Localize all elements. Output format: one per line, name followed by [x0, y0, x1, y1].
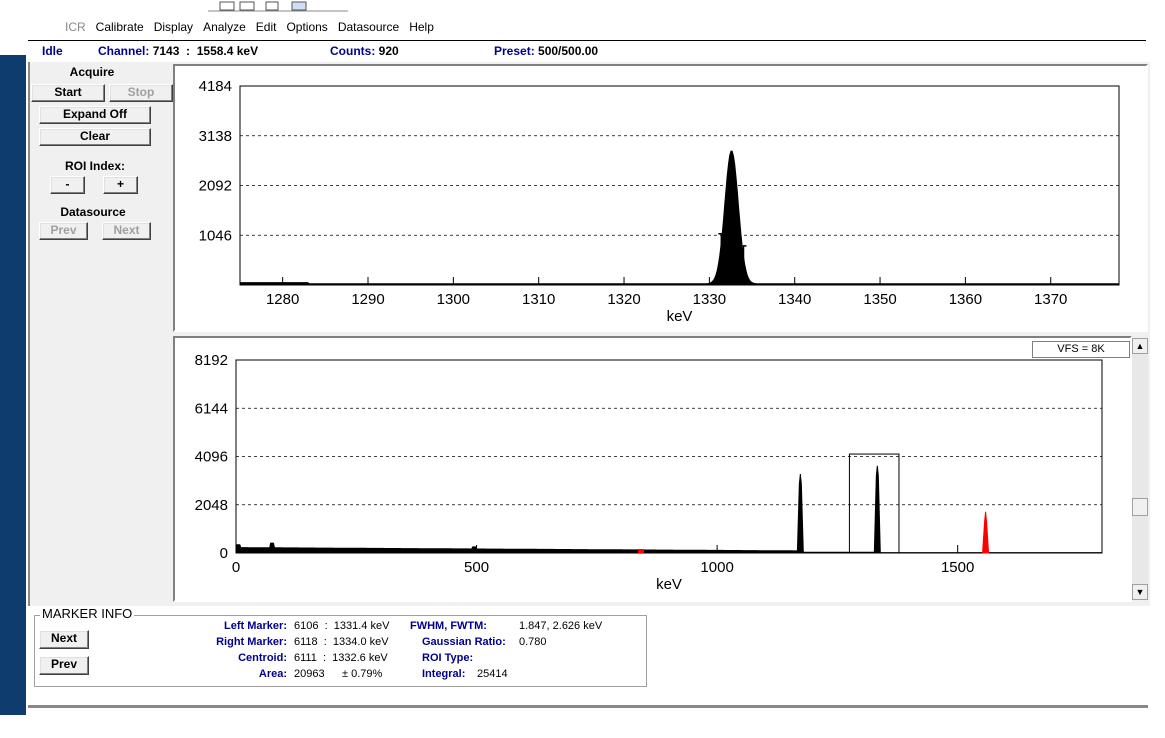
x-tick-label: 1500	[941, 559, 974, 576]
counts-readout: Counts: 920	[330, 44, 399, 58]
window-bottom-edge	[28, 705, 1148, 708]
acquisition-state: Idle	[42, 44, 63, 58]
marker-next-button[interactable]: Next	[39, 630, 89, 649]
roi-index-label: ROI Index:	[64, 159, 125, 173]
menu-datasource[interactable]: Datasource	[337, 20, 400, 34]
x-tick-label: 1370	[1034, 291, 1067, 308]
x-tick-label: 1350	[863, 291, 896, 308]
preset-label: Preset:	[494, 44, 535, 58]
menu-edit[interactable]: Edit	[255, 20, 277, 34]
left-marker-value: 6106 : 1331.4 keV	[294, 620, 390, 632]
integral-label: Integral:	[422, 668, 466, 680]
stop-button[interactable]: Stop	[109, 84, 173, 102]
menu-help[interactable]: Help	[409, 20, 434, 34]
full-spectrum-panel[interactable]: 8192 6144 4096 2048 0 0 500 1000 1500 keV	[173, 336, 1132, 602]
x-tick-label: 1000	[700, 559, 733, 576]
spectrum-trace	[235, 542, 1103, 554]
roi-minus-button[interactable]: -	[50, 176, 85, 194]
marker-info-title: MARKER INFO	[40, 606, 135, 621]
fwhm-label: FWHM, FWTM:	[410, 620, 487, 632]
x-axis-label: keV	[656, 576, 682, 593]
expanded-spectrum-chart[interactable]: 4184 3138 2092 1046 1280 1290 1300 1310 1320 1330…	[175, 66, 1146, 330]
channel-value: 7143 : 1558.4 keV	[152, 44, 259, 58]
x-tick-label: 1320	[607, 291, 640, 308]
menu-options[interactable]: Options	[286, 20, 328, 34]
scroll-up-arrow-icon[interactable]: ▲	[1132, 338, 1148, 354]
full-spectrum-chart[interactable]: 8192 6144 4096 2048 00 500 1000 1500 keV	[175, 338, 1130, 600]
datasource-next-button[interactable]: Next	[102, 222, 151, 240]
roi-plus-button[interactable]: +	[103, 176, 138, 194]
clear-button[interactable]: Clear	[39, 128, 151, 146]
menu-display[interactable]: Display	[153, 20, 194, 34]
area-label: Area:	[258, 668, 287, 680]
peak-0	[796, 474, 804, 554]
vertical-scale-scrollbar[interactable]: ▲ ▼	[1132, 338, 1148, 600]
gaussian-ratio-value: 0.780	[519, 636, 547, 648]
datasource-label: Datasource	[60, 205, 126, 219]
y-tick-label: 3138	[199, 128, 232, 145]
right-marker-value: 6118 : 1334.0 keV	[294, 636, 389, 648]
scroll-down-arrow-icon[interactable]: ▼	[1132, 584, 1148, 600]
acquire-label: Acquire	[69, 65, 115, 79]
expanded-spectrum-panel[interactable]: 4184 3138 2092 1046 1280 1290 1300 1310 1320 1330…	[173, 64, 1148, 332]
y-tick-label: 0	[220, 545, 228, 562]
menu-calibrate[interactable]: Calibrate	[95, 20, 144, 34]
fwhm-value: 1.847, 2.626 keV	[519, 620, 603, 632]
centroid-value: 6111 : 1332.6 keV	[294, 652, 388, 664]
x-tick-label: 1290	[351, 291, 384, 308]
y-tick-label: 4184	[199, 78, 232, 95]
integral-value: 25414	[477, 668, 508, 680]
menu-analyze[interactable]: Analyze	[203, 20, 246, 34]
y-tick-label: 6144	[195, 400, 228, 417]
peak-2	[982, 511, 990, 554]
counts-label: Counts:	[330, 44, 376, 58]
centroid-label: Centroid:	[238, 652, 287, 664]
right-marker-label: Right Marker:	[216, 636, 287, 648]
left-marker	[718, 232, 723, 256]
expand-off-button[interactable]: Expand Off	[39, 106, 151, 124]
datasource-prev-button[interactable]: Prev	[39, 222, 88, 240]
preset-readout: Preset: 500/500.00	[494, 44, 598, 58]
area-error: ± 0.79%	[342, 668, 383, 680]
zoom-region-box	[848, 453, 900, 554]
right-marker	[742, 245, 747, 264]
marker-prev-button[interactable]: Prev	[39, 656, 89, 675]
y-tick-label: 4096	[195, 449, 228, 466]
x-tick-label: 500	[464, 559, 489, 576]
channel-label: Channel:	[98, 44, 150, 58]
counts-value: 920	[378, 44, 399, 58]
x-tick-label: 1360	[949, 291, 982, 308]
toolbar-icons-fragment	[208, 1, 348, 12]
x-tick-label: 0	[232, 559, 240, 576]
y-tick-label: 2048	[195, 497, 228, 514]
spectrum-trace	[239, 150, 1120, 286]
y-tick-label: 8192	[195, 352, 228, 369]
channel-readout: Channel: 7143 : 1558.4 keV	[98, 44, 258, 58]
roi-type-label: ROI Type:	[422, 652, 474, 664]
window-left-edge	[0, 55, 26, 715]
x-tick-label: 1280	[266, 291, 299, 308]
gaussian-ratio-label: Gaussian Ratio:	[422, 636, 506, 648]
x-axis-label: keV	[667, 308, 693, 325]
roi-region-red	[637, 548, 644, 553]
scroll-thumb[interactable]	[1132, 498, 1148, 516]
x-tick-label: 1340	[778, 291, 811, 308]
area-value: 20963	[294, 668, 325, 680]
y-tick-label: 2092	[199, 178, 232, 195]
preset-value: 500/500.00	[538, 44, 599, 58]
y-tick-label: 1046	[199, 227, 232, 244]
menu-bar: ICR Calibrate Display Analyze Edit Optio…	[60, 18, 439, 36]
x-tick-label: 1310	[522, 291, 555, 308]
menu-icr[interactable]: ICR	[65, 20, 86, 34]
marker-info-group	[34, 615, 647, 687]
left-marker-label: Left Marker:	[224, 620, 287, 632]
x-tick-label: 1300	[437, 291, 470, 308]
x-tick-label: 1330	[693, 291, 726, 308]
start-button[interactable]: Start	[31, 84, 105, 102]
vfs-indicator: VFS = 8K	[1032, 341, 1130, 358]
